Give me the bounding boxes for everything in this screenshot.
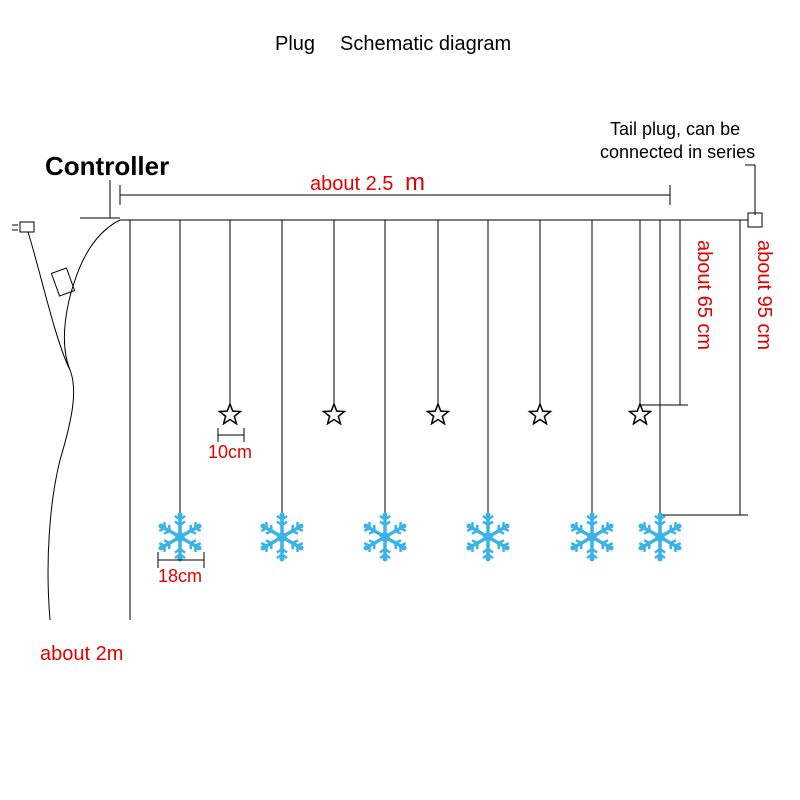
dim-95-label: about 95 cm [753,240,775,350]
controller-box-icon [51,268,74,296]
snowflake-icon [467,513,509,561]
star-icon [220,404,241,424]
star-icon [530,404,551,424]
tail-label-1: Tail plug, can be [610,119,740,139]
snowflake-icon [261,513,303,561]
dim-10cm-label: 10cm [208,442,252,462]
plug-icon [20,222,34,232]
star-icon [324,404,345,424]
star-icon [428,404,449,424]
star-icon [630,404,651,424]
width-unit: m [405,169,425,196]
cord-label: about 2m [40,643,123,665]
schematic-svg: Plug Schematic diagram Controller Tail p… [0,0,800,800]
controller-label: Controller [45,151,169,181]
snowflake-icon [364,513,406,561]
snowflake-icon [639,513,681,561]
width-label: about 2.5 [310,173,393,195]
tail-label-2: connected in series [600,142,755,162]
dim-65-label: about 65 cm [693,240,715,350]
title-schematic: Schematic diagram [340,33,511,55]
dim-18cm-label: 18cm [158,566,202,586]
snowflake-icon [571,513,613,561]
drops-group [130,220,681,620]
power-cord [12,220,120,620]
snowflake-icon [159,513,201,561]
title-plug: Plug [275,33,315,55]
tail-plug-icon [748,213,762,227]
